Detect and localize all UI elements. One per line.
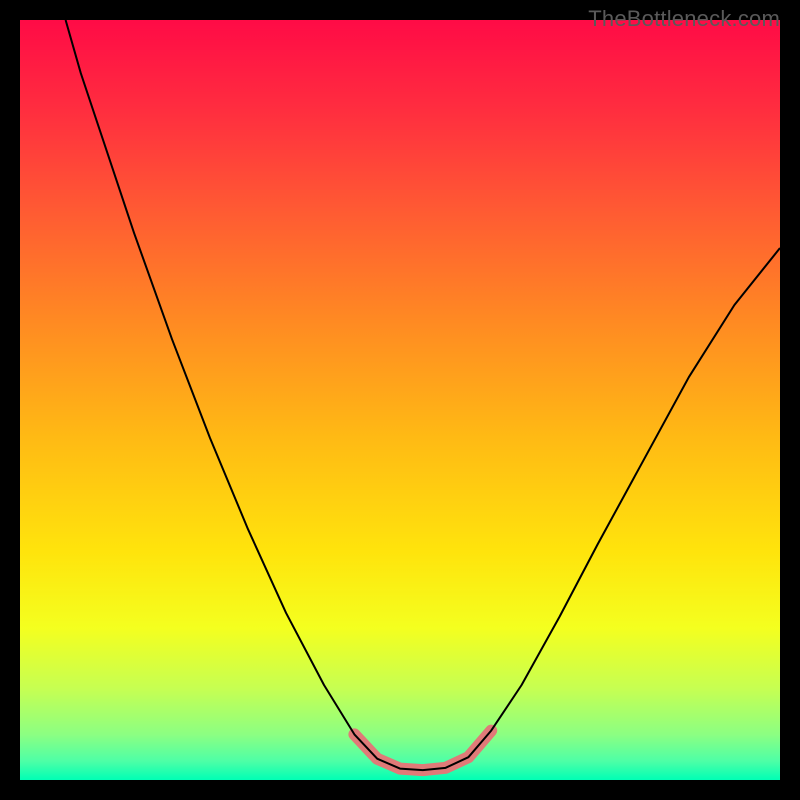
plot-background [20,20,780,780]
bottleneck-chart [0,0,800,800]
chart-frame: TheBottleneck.com [0,0,800,800]
watermark-text: TheBottleneck.com [588,6,780,32]
